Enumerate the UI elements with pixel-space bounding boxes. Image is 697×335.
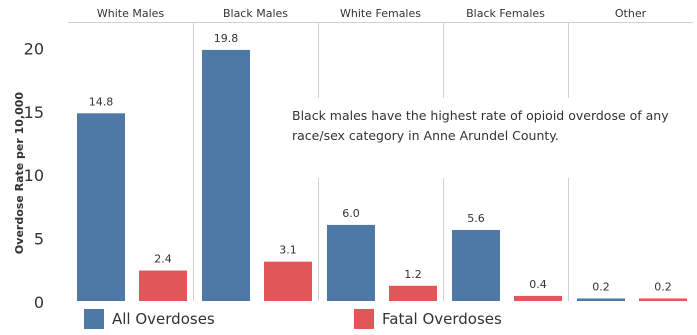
y-axis: 0 5 10 15 20 xyxy=(24,39,44,312)
legend-item-all-overdoses: All Overdoses xyxy=(84,309,215,329)
legend-label-fatal-overdoses: Fatal Overdoses xyxy=(382,310,502,328)
category-header: Black Females xyxy=(466,7,545,20)
bar-value-label: 0.2 xyxy=(654,280,672,293)
y-tick-label: 15 xyxy=(24,103,44,122)
legend-swatch-all-overdoses xyxy=(84,309,104,329)
category-header: Other xyxy=(615,7,647,20)
y-tick-label: 10 xyxy=(24,166,44,185)
chart-annotation: Black males have the highest rate of opi… xyxy=(292,108,669,143)
category-header: Black Males xyxy=(223,7,288,20)
category-panels: White Males Black Males White Females Black… xyxy=(68,7,693,301)
bar xyxy=(77,113,125,302)
bar-value-label: 5.6 xyxy=(467,212,485,225)
bar xyxy=(139,270,187,301)
category-header: White Males xyxy=(97,7,165,20)
bar-value-label: 0.2 xyxy=(592,280,610,293)
bar-value-label: 3.1 xyxy=(279,244,297,257)
bar xyxy=(514,295,562,301)
bar xyxy=(264,261,312,301)
bar-value-label: 6.0 xyxy=(342,207,360,220)
bar xyxy=(639,298,687,301)
bar-value-label: 1.2 xyxy=(404,268,422,281)
legend-label-all-overdoses: All Overdoses xyxy=(112,310,215,328)
bar xyxy=(452,229,500,301)
legend-swatch-fatal-overdoses xyxy=(354,309,374,329)
bar xyxy=(327,224,375,301)
bar-value-label: 19.8 xyxy=(214,32,239,45)
bar-value-label: 14.8 xyxy=(89,95,114,108)
category-header: White Females xyxy=(340,7,421,20)
annotation-backdrop xyxy=(288,98,680,178)
bar-value-label: 2.4 xyxy=(154,253,172,266)
y-tick-label: 20 xyxy=(24,39,44,58)
legend-item-fatal-overdoses: Fatal Overdoses xyxy=(354,309,502,329)
y-axis-label: Overdose Rate per 10,000 xyxy=(13,92,26,254)
bar xyxy=(389,285,437,301)
bar-value-label: 0.4 xyxy=(529,278,547,291)
bar xyxy=(577,298,625,301)
bars: 14.8 2.4 19.8 3.1 6.0 1.2 5.6 0.4 0.2 0.2 xyxy=(77,32,687,302)
y-tick-label: 0 xyxy=(34,293,44,312)
bar xyxy=(202,49,250,302)
y-tick-label: 5 xyxy=(34,230,44,249)
